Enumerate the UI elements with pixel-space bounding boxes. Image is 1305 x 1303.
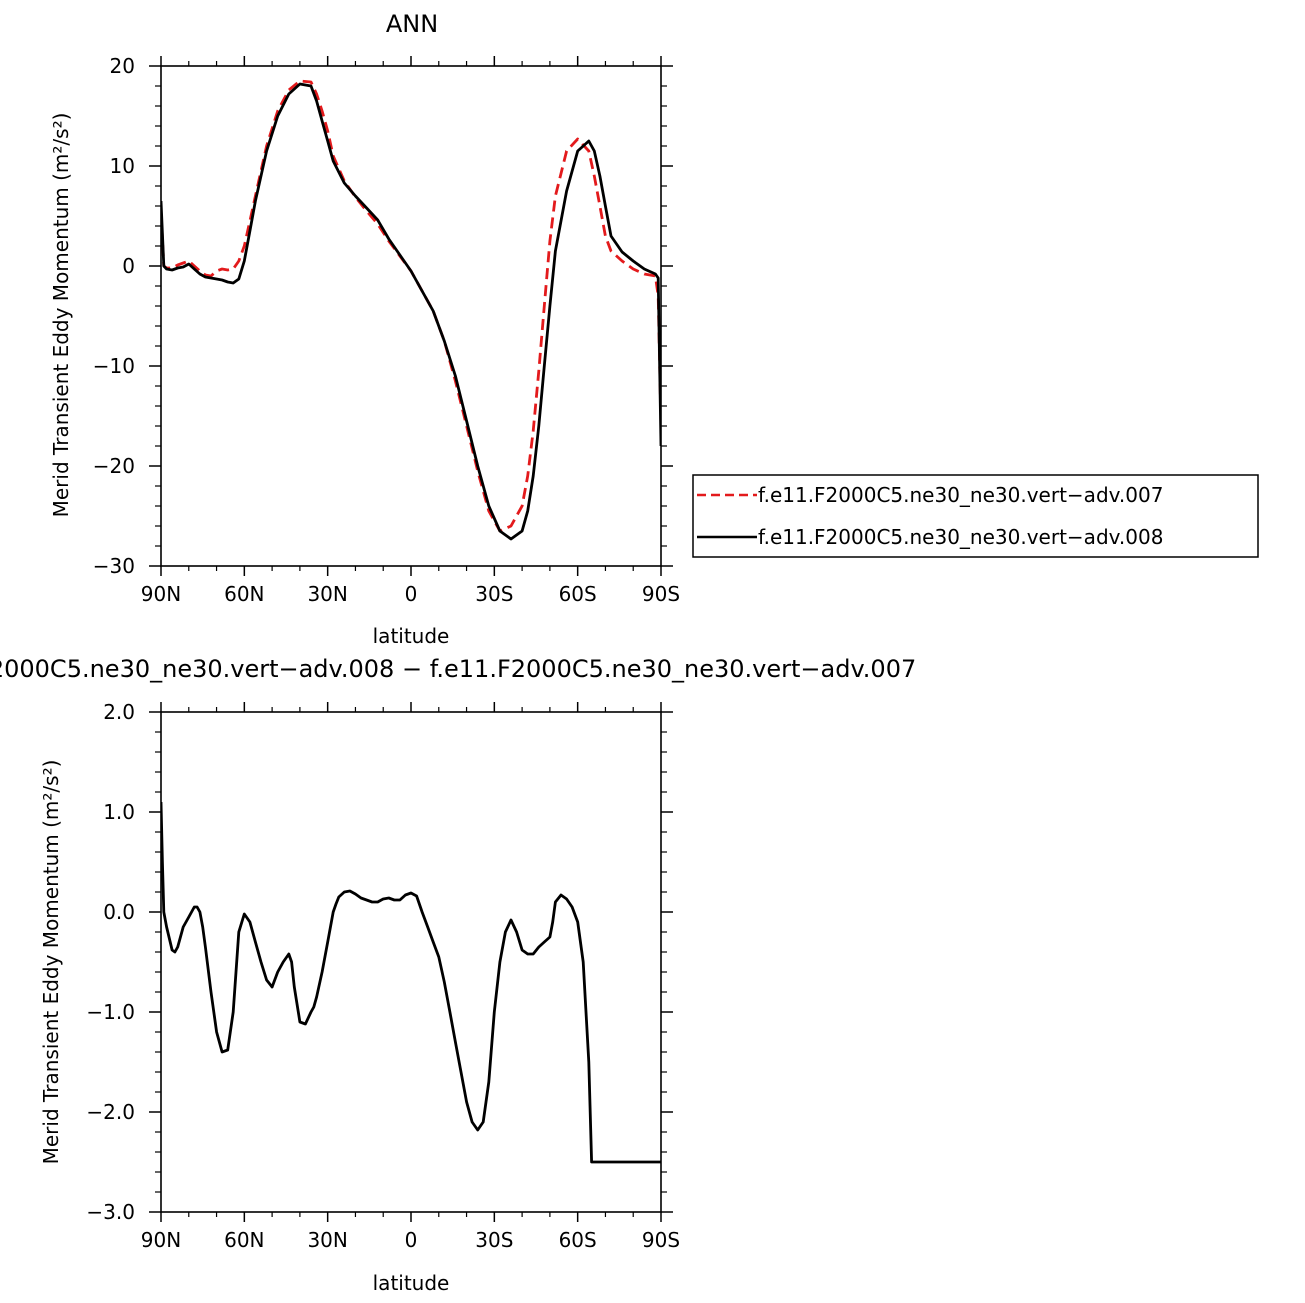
legend-box [692, 474, 1259, 558]
legend-entry-0: f.e11.F2000C5.ne30_ne30.vert−adv.007 [758, 483, 1163, 507]
top-x-tick-label-0: 90N [141, 582, 181, 606]
top-series-0-line [161, 79, 661, 533]
top-x-tick-label-3: 0 [405, 582, 418, 606]
top-x-tick-label-1: 60N [224, 582, 264, 606]
top-x-tick-label-6: 90S [642, 582, 680, 606]
bottom-x-tick-label-2: 30N [307, 1228, 347, 1252]
top-y-tick-label-0: 20 [110, 54, 135, 78]
legend-entry-1: f.e11.F2000C5.ne30_ne30.vert−adv.008 [758, 525, 1163, 549]
bottom-x-axis-label: latitude [373, 1271, 450, 1295]
bottom-x-tick-label-4: 30S [475, 1228, 513, 1252]
bottom-y-tick-label-5: −3.0 [86, 1200, 135, 1224]
bottom-y-tick-label-3: −1.0 [86, 1000, 135, 1024]
top-x-tick-label-2: 30N [307, 582, 347, 606]
bottom-x-tick-label-6: 90S [642, 1228, 680, 1252]
bottom-y-tick-label-4: −2.0 [86, 1100, 135, 1124]
top-plot-area: 90N 60N 30N 0 30S 60S 90S 20 10 0 −10 −20 −30 [93, 54, 680, 606]
bottom-y-tick-label-1: 1.0 [103, 800, 135, 824]
top-x-axis-label: latitude [373, 624, 450, 648]
bottom-y-tick-label-2: 0.0 [103, 900, 135, 924]
bottom-series-0-line [161, 801, 661, 1164]
bottom-chart-title: f.e11.F2000C5.ne30_ne30.vert−adv.008 − f… [0, 655, 916, 683]
bottom-x-tick-label-1: 60N [224, 1228, 264, 1252]
top-y-tick-label-1: 10 [110, 154, 135, 178]
legend: f.e11.F2000C5.ne30_ne30.vert−adv.007 f.e… [692, 474, 1259, 558]
bottom-panel: f.e11.F2000C5.ne30_ne30.vert−adv.008 − f… [0, 655, 916, 1295]
top-chart-title: ANN [386, 10, 438, 38]
bottom-y-axis-label: Merid Transient Eddy Momentum (m²/s²) [39, 760, 63, 1165]
bottom-plot-area: 90N 60N 30N 0 30S 60S 90S 2.0 1.0 0.0 −1.0 −2.0 −3.0 [86, 700, 680, 1252]
bottom-x-tick-label-0: 90N [141, 1228, 181, 1252]
bottom-x-tick-label-3: 0 [405, 1228, 418, 1252]
bottom-y-tick-label-0: 2.0 [103, 700, 135, 724]
top-x-tick-label-4: 30S [475, 582, 513, 606]
top-y-tick-label-4: −20 [93, 454, 135, 478]
top-y-tick-label-2: 0 [122, 254, 135, 278]
top-panel: ANN 90N 60N 30N 0 30S 60S 90S 20 10 0 −10 −20 −30 Me… [49, 10, 1259, 648]
top-series-1-line [161, 82, 661, 541]
bottom-x-tick-label-5: 60S [559, 1228, 597, 1252]
top-frame [160, 65, 662, 567]
top-x-tick-label-5: 60S [559, 582, 597, 606]
top-y-axis-label: Merid Transient Eddy Momentum (m²/s²) [49, 113, 73, 518]
top-y-tick-label-5: −30 [93, 554, 135, 578]
top-y-tick-label-3: −10 [93, 354, 135, 378]
